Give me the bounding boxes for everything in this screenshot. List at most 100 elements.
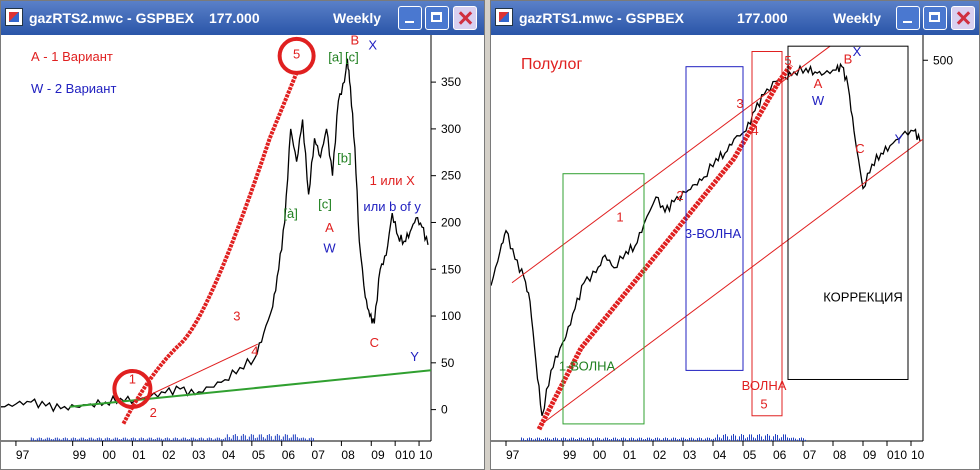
title-bar[interactable]: gazRTS2.mwc - GSPBEX 177.000 Weekly <box>1 1 484 35</box>
volume-bar <box>721 438 722 441</box>
volume-bar <box>88 437 90 441</box>
y-tick-label: 500 <box>933 53 953 67</box>
volume-bar <box>691 437 692 441</box>
volume-bar <box>192 437 194 441</box>
volume-bar <box>72 437 74 441</box>
x-tick-label: 05 <box>743 448 757 462</box>
price-chart-right[interactable]: 97 99 00 01 02 03 04 05 06 07 08 09 010 10 500 Полулог 1… <box>491 35 980 470</box>
x-tick-label: 10 <box>911 448 925 462</box>
volume-bar <box>763 439 764 441</box>
wave-label: 1 <box>616 209 623 224</box>
x-tick-label: 010 <box>395 448 415 462</box>
wave-label: Y <box>410 349 419 364</box>
volume-bar <box>120 439 122 441</box>
volume-bar <box>194 438 196 441</box>
volume-bar <box>176 438 178 441</box>
minimize-button[interactable] <box>896 6 920 30</box>
volume-bar <box>110 439 112 441</box>
volume-bar <box>589 437 590 441</box>
volume-bar <box>573 437 574 441</box>
volume-bar <box>769 435 770 441</box>
window-title: gazRTS2.mwc - GSPBEX <box>29 10 194 26</box>
trend-line <box>69 369 432 408</box>
wave-label: [b] <box>337 151 351 166</box>
volume-bar <box>679 438 680 441</box>
volume-bar <box>48 437 50 441</box>
volume-bar <box>298 438 300 441</box>
chart-window-left[interactable]: gazRTS2.mwc - GSPBEX 177.000 Weekly 97 99… <box>0 0 485 470</box>
volume-bar <box>226 434 228 441</box>
wave-label: W <box>812 93 825 108</box>
volume-bar <box>280 439 282 441</box>
volume-bar <box>202 438 204 441</box>
volume-bar <box>761 436 762 441</box>
volume-bar <box>168 438 170 441</box>
volume-bar <box>222 439 224 441</box>
close-button[interactable] <box>453 6 477 30</box>
volume-bar <box>116 437 118 441</box>
volume-bar <box>46 437 48 441</box>
volume-bar <box>577 439 578 441</box>
volume-bar <box>122 437 124 441</box>
chart-window-right[interactable]: gazRTS1.mwc - GSPBEX 177.000 Weekly 97 99… <box>490 0 980 470</box>
wave-label: 5 <box>784 53 791 68</box>
wave-circle <box>112 369 153 410</box>
volume-bar <box>683 437 684 441</box>
volume-bar <box>797 439 798 441</box>
wave-label: 4 <box>751 123 758 138</box>
volume-bar <box>595 438 596 441</box>
volume-bar <box>128 439 130 441</box>
volume-bar <box>96 438 98 441</box>
volume-bar <box>733 434 734 441</box>
volume-bar <box>276 434 278 441</box>
volume-bar <box>208 437 210 441</box>
wave-label: КОРРЕКЦИЯ <box>823 289 902 304</box>
volume-bar <box>172 438 174 441</box>
volume-bar <box>685 438 686 441</box>
volume-bar <box>537 437 538 441</box>
volume-bar <box>218 437 220 441</box>
volume-bar <box>639 437 640 441</box>
volume-bar <box>641 437 642 441</box>
volume-bar <box>150 437 152 441</box>
volume-bar <box>681 437 682 441</box>
price-chart-left[interactable]: 97 99 00 01 02 03 04 05 06 07 08 09 010 1005010015020… <box>1 35 485 470</box>
volume-bar <box>753 437 754 441</box>
volume-bar <box>130 438 132 441</box>
volume-bar <box>256 437 258 441</box>
y-tick-label: 150 <box>441 262 461 276</box>
x-tick-label: 05 <box>252 448 266 462</box>
volume-bar <box>705 438 706 441</box>
volume-bar <box>310 437 312 441</box>
volume-bar <box>713 438 714 441</box>
volume-bar <box>661 439 662 441</box>
volume-bar <box>196 439 198 441</box>
maximize-button[interactable] <box>425 6 449 30</box>
wave-label: [a] <box>328 50 342 65</box>
wave-label: A <box>325 220 334 235</box>
x-tick-label: 00 <box>103 448 117 462</box>
volume-bar <box>142 438 144 441</box>
wave-label: Y <box>895 132 904 147</box>
volume-bar <box>274 435 276 441</box>
volume-bar <box>567 439 568 441</box>
volume-bar <box>290 437 292 441</box>
volume-bar <box>531 438 532 441</box>
close-button[interactable] <box>951 6 975 30</box>
volume-bar <box>805 439 806 441</box>
volume-bar <box>216 437 218 441</box>
maximize-button[interactable] <box>923 6 947 30</box>
volume-bar <box>559 439 560 441</box>
volume-bar <box>561 438 562 441</box>
volume-bar <box>709 437 710 441</box>
title-bar[interactable]: gazRTS1.mwc - GSPBEX 177.000 Weekly <box>491 1 979 35</box>
volume-bar <box>611 438 612 441</box>
volume-bar <box>795 438 796 441</box>
x-tick-label: 99 <box>563 448 577 462</box>
minimize-button[interactable] <box>398 6 422 30</box>
chart-app-icon <box>495 8 513 26</box>
volume-bar <box>673 437 674 441</box>
volume-bar <box>569 438 570 441</box>
volume-bar <box>262 437 264 441</box>
volume-bar <box>212 439 214 441</box>
